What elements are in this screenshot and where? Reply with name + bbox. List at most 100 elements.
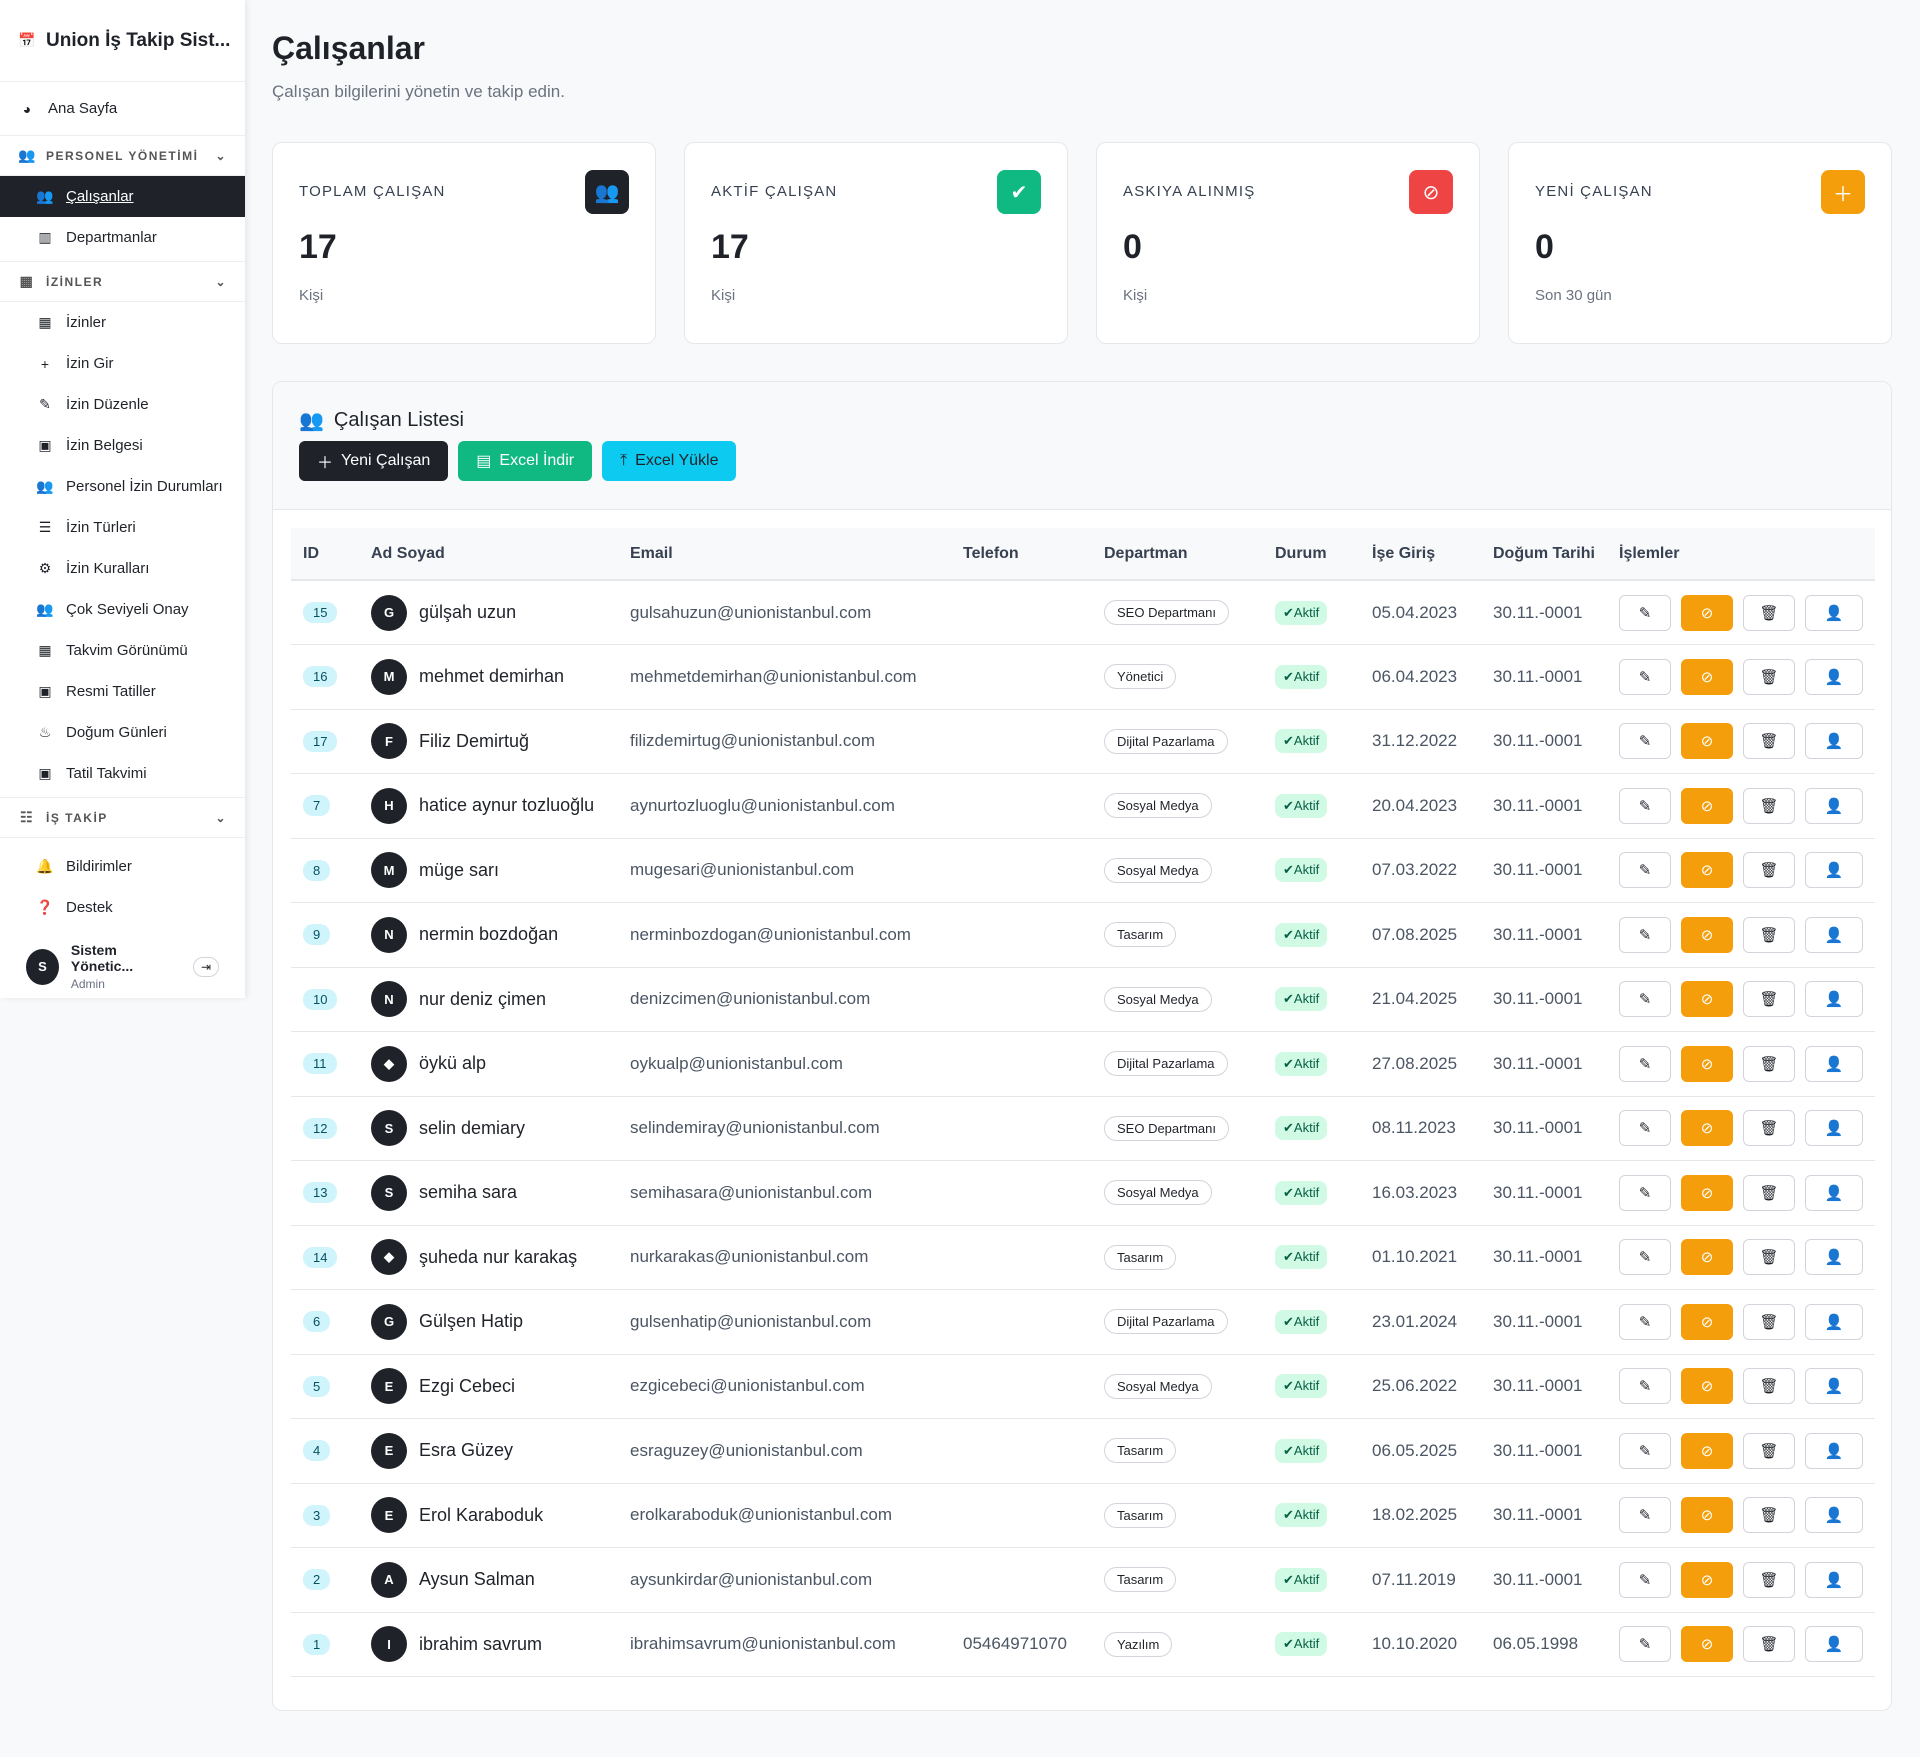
suspend-button[interactable]: ⊘	[1681, 1626, 1733, 1663]
delete-button[interactable]: 🗑	[1743, 1303, 1795, 1340]
suspend-button[interactable]: ⊘	[1681, 723, 1733, 760]
column-header[interactable]: İşlemler	[1607, 528, 1875, 581]
suspend-button[interactable]: ⊘	[1681, 1239, 1733, 1276]
suspend-button[interactable]: ⊘	[1681, 787, 1733, 824]
delete-button[interactable]: 🗑	[1743, 1497, 1795, 1534]
delete-button[interactable]: 🗑	[1743, 594, 1795, 631]
suspend-button[interactable]: ⊘	[1681, 1045, 1733, 1082]
sidebar-item[interactable]: ▣ Resmi Tatiller	[0, 671, 245, 712]
suspend-button[interactable]: ⊘	[1681, 981, 1733, 1018]
logout-button[interactable]: ⇥	[192, 956, 219, 977]
column-header[interactable]: İşe Giriş	[1360, 528, 1481, 581]
sidebar-item-home[interactable]: ◕ Ana Sayfa	[0, 82, 245, 136]
column-header[interactable]: Ad Soyad	[359, 528, 618, 581]
brand[interactable]: 📅 Union İş Takip Sist...	[0, 0, 245, 82]
sidebar-item-support[interactable]: ❓ Destek	[36, 899, 113, 916]
sidebar-section-1[interactable]: ▦ İZİNLER ⌄	[0, 262, 245, 302]
column-header[interactable]: Doğum Tarihi	[1481, 528, 1607, 581]
delete-button[interactable]: 🗑	[1743, 1239, 1795, 1276]
sidebar-item[interactable]: ⚙ İzin Kuralları	[0, 548, 245, 589]
edit-button[interactable]: ✎	[1619, 594, 1671, 631]
sidebar-item-notifications[interactable]: 🔔 Bildirimler	[36, 858, 132, 875]
user-edit-button[interactable]: 👤	[1805, 723, 1863, 760]
edit-button[interactable]: ✎	[1619, 1239, 1671, 1276]
user-edit-button[interactable]: 👤	[1805, 658, 1863, 695]
edit-button[interactable]: ✎	[1619, 852, 1671, 889]
sidebar-item[interactable]: 👥 Çalışanlar	[0, 176, 245, 217]
user-edit-button[interactable]: 👤	[1805, 981, 1863, 1018]
delete-button[interactable]: 🗑	[1743, 1626, 1795, 1663]
suspend-button[interactable]: ⊘	[1681, 1432, 1733, 1469]
edit-button[interactable]: ✎	[1619, 1432, 1671, 1469]
edit-button[interactable]: ✎	[1619, 916, 1671, 953]
edit-button[interactable]: ✎	[1619, 1497, 1671, 1534]
edit-button[interactable]: ✎	[1619, 1368, 1671, 1405]
edit-button[interactable]: ✎	[1619, 1561, 1671, 1598]
excel-download-button[interactable]: ▤ Excel İndir	[458, 441, 593, 481]
edit-button[interactable]: ✎	[1619, 1174, 1671, 1211]
user-edit-button[interactable]: 👤	[1805, 787, 1863, 824]
edit-button[interactable]: ✎	[1619, 1110, 1671, 1147]
suspend-button[interactable]: ⊘	[1681, 1561, 1733, 1598]
user-edit-button[interactable]: 👤	[1805, 1368, 1863, 1405]
suspend-button[interactable]: ⊘	[1681, 1303, 1733, 1340]
user-edit-button[interactable]: 👤	[1805, 1626, 1863, 1663]
edit-button[interactable]: ✎	[1619, 1626, 1671, 1663]
sidebar-item[interactable]: ♨ Doğum Günleri	[0, 712, 245, 753]
delete-button[interactable]: 🗑	[1743, 1368, 1795, 1405]
delete-button[interactable]: 🗑	[1743, 1174, 1795, 1211]
column-header[interactable]: Departman	[1092, 528, 1263, 581]
delete-button[interactable]: 🗑	[1743, 787, 1795, 824]
new-employee-button[interactable]: ＋ Yeni Çalışan	[299, 441, 449, 481]
sidebar-item[interactable]: 👥 Çok Seviyeli Onay	[36, 601, 189, 618]
edit-button[interactable]: ✎	[1619, 787, 1671, 824]
sidebar-section-2[interactable]: ☷ İŞ TAKİP ⌄	[0, 798, 245, 838]
user-edit-button[interactable]: 👤	[1805, 1303, 1863, 1340]
suspend-button[interactable]: ⊘	[1681, 1368, 1733, 1405]
user-edit-button[interactable]: 👤	[1805, 916, 1863, 953]
user-edit-button[interactable]: 👤	[1805, 1432, 1863, 1469]
sidebar-item[interactable]: ▥ Departmanlar	[0, 217, 245, 258]
edit-button[interactable]: ✎	[1619, 981, 1671, 1018]
user-edit-button[interactable]: 👤	[1805, 1497, 1863, 1534]
delete-button[interactable]: 🗑	[1743, 1561, 1795, 1598]
user-edit-button[interactable]: 👤	[1805, 594, 1863, 631]
sidebar-item[interactable]: ☰ İzin Türleri	[0, 507, 245, 548]
delete-button[interactable]: 🗑	[1743, 1432, 1795, 1469]
sidebar-item[interactable]: ✎ İzin Düzenle	[0, 384, 245, 425]
suspend-button[interactable]: ⊘	[1681, 916, 1733, 953]
edit-button[interactable]: ✎	[1619, 658, 1671, 695]
excel-upload-button[interactable]: ⤒ Excel Yükle	[602, 441, 737, 481]
suspend-button[interactable]: ⊘	[1681, 1497, 1733, 1534]
suspend-button[interactable]: ⊘	[1681, 658, 1733, 695]
delete-button[interactable]: 🗑	[1743, 916, 1795, 953]
delete-button[interactable]: 🗑	[1743, 658, 1795, 695]
sidebar-item[interactable]: ▦ Takvim Görünümü	[0, 630, 245, 671]
delete-button[interactable]: 🗑	[1743, 1110, 1795, 1147]
sidebar-item[interactable]: + İzin Gir	[0, 343, 245, 384]
user-edit-button[interactable]: 👤	[1805, 1561, 1863, 1598]
sidebar-item[interactable]: ▦ İzinler	[0, 302, 245, 343]
delete-button[interactable]: 🗑	[1743, 723, 1795, 760]
edit-button[interactable]: ✎	[1619, 723, 1671, 760]
sidebar-section-0[interactable]: 👥 PERSONEL YÖNETİMİ ⌄	[0, 136, 245, 176]
user-edit-button[interactable]: 👤	[1805, 1045, 1863, 1082]
user-edit-button[interactable]: 👤	[1805, 1239, 1863, 1276]
suspend-button[interactable]: ⊘	[1681, 594, 1733, 631]
delete-button[interactable]: 🗑	[1743, 981, 1795, 1018]
edit-button[interactable]: ✎	[1619, 1303, 1671, 1340]
column-header[interactable]: Email	[618, 528, 951, 581]
user-edit-button[interactable]: 👤	[1805, 1174, 1863, 1211]
sidebar-item[interactable]: ▣ Tatil Takvimi	[0, 753, 245, 794]
edit-button[interactable]: ✎	[1619, 1045, 1671, 1082]
suspend-button[interactable]: ⊘	[1681, 1110, 1733, 1147]
user-edit-button[interactable]: 👤	[1805, 852, 1863, 889]
delete-button[interactable]: 🗑	[1743, 852, 1795, 889]
suspend-button[interactable]: ⊘	[1681, 852, 1733, 889]
column-header[interactable]: Durum	[1263, 528, 1360, 581]
column-header[interactable]: ID	[291, 528, 359, 581]
delete-button[interactable]: 🗑	[1743, 1045, 1795, 1082]
suspend-button[interactable]: ⊘	[1681, 1174, 1733, 1211]
column-header[interactable]: Telefon	[951, 528, 1092, 581]
sidebar-item[interactable]: 👥 Personel İzin Durumları	[36, 478, 223, 495]
